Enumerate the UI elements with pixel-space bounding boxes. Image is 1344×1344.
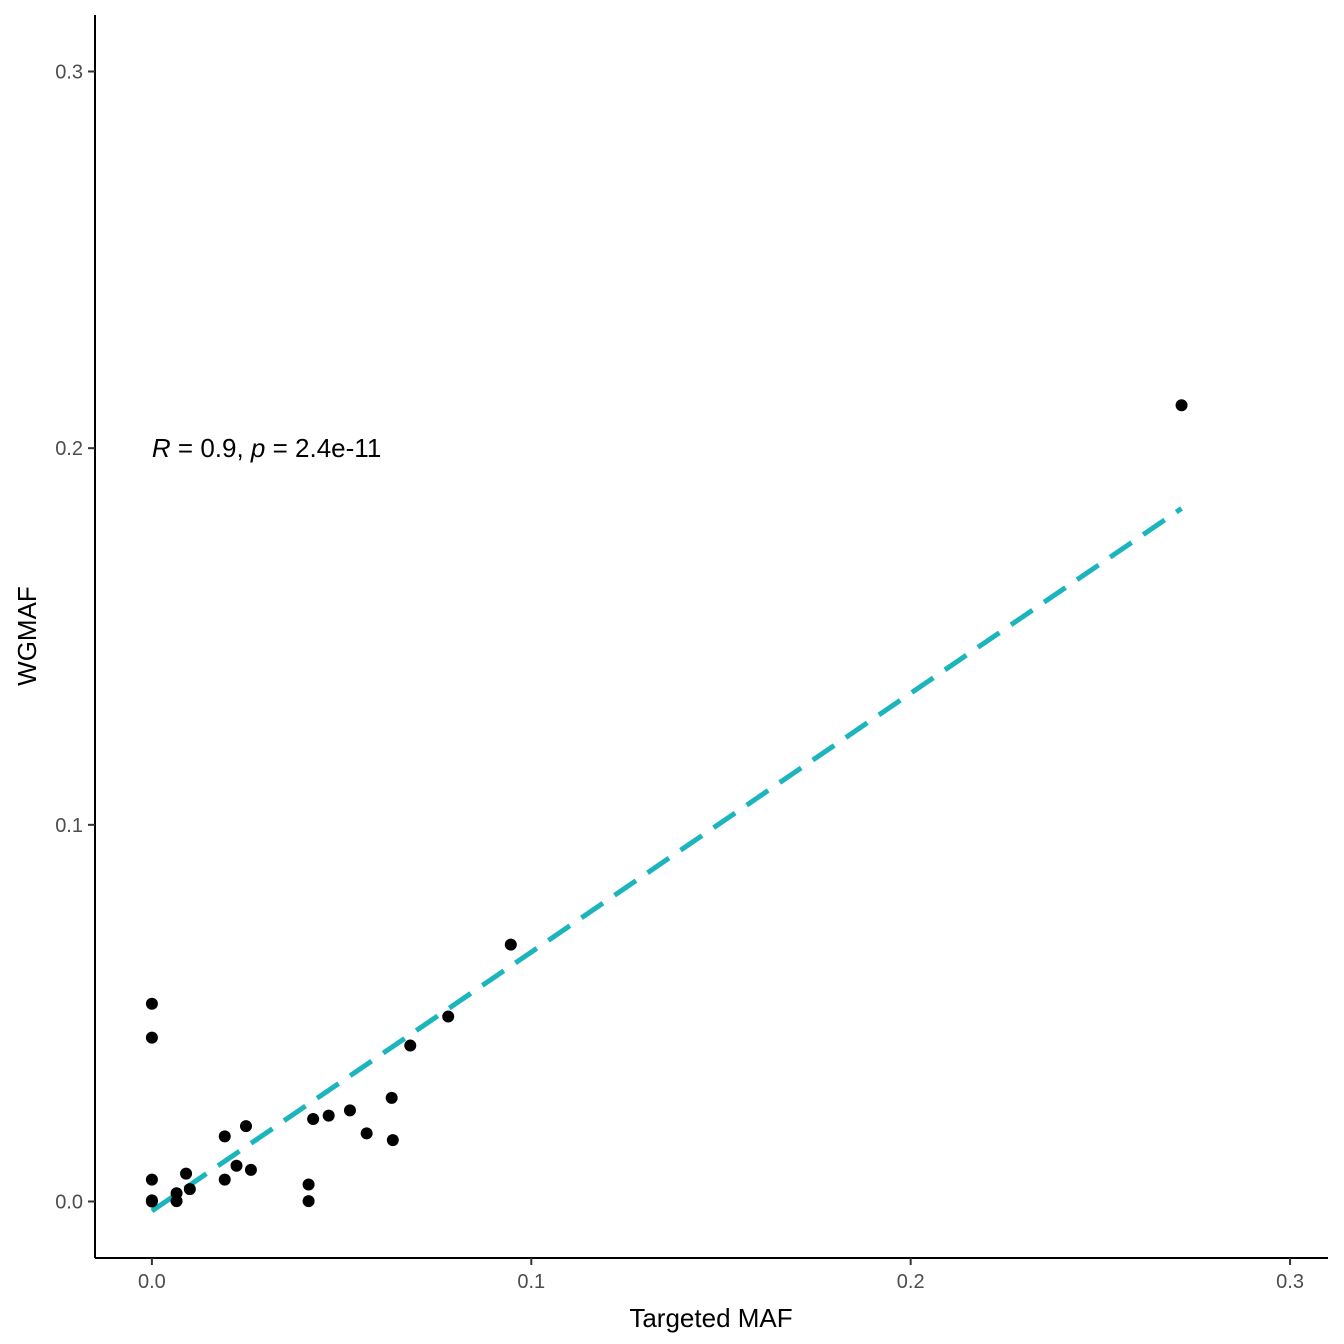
data-point-10 <box>218 1173 231 1186</box>
x-axis-title: Targeted MAF <box>629 1303 792 1333</box>
y-tick-label: 0.0 <box>55 1192 83 1214</box>
y-tick-label: 0.3 <box>55 62 83 84</box>
data-point-15 <box>302 1195 315 1208</box>
y-ticks: 0.0 0.1 0.2 0.3 <box>55 62 95 1214</box>
data-point-7 <box>180 1167 193 1180</box>
data-point-19 <box>360 1127 373 1140</box>
regression-line <box>150 506 1183 1213</box>
correlation-annotation: R = 0.9, p = 2.4e-11 <box>152 433 381 463</box>
y-axis-title: WGMAF <box>12 586 42 686</box>
points-layer <box>145 399 1188 1208</box>
r-symbol: R <box>152 433 171 463</box>
data-point-20 <box>385 1091 398 1104</box>
data-point-23 <box>442 1010 455 1023</box>
data-point-22 <box>404 1039 417 1052</box>
r-value: = 0.9, <box>171 433 251 463</box>
data-point-24 <box>504 938 517 951</box>
data-point-6 <box>170 1195 183 1208</box>
x-tick-label: 0.2 <box>897 1271 925 1293</box>
data-point-16 <box>307 1113 320 1126</box>
data-point-8 <box>183 1183 196 1196</box>
data-point-17 <box>322 1109 335 1122</box>
data-point-12 <box>239 1120 252 1133</box>
y-tick-label: 0.1 <box>55 815 83 837</box>
regression-layer <box>150 506 1183 1213</box>
p-symbol: p <box>250 433 265 463</box>
data-point-4 <box>145 1195 158 1208</box>
data-point-9 <box>218 1130 231 1143</box>
data-point-11 <box>230 1159 243 1172</box>
data-point-13 <box>244 1163 257 1176</box>
data-point-14 <box>302 1178 315 1191</box>
x-ticks: 0.0 0.1 0.2 0.3 <box>138 1258 1304 1293</box>
p-value: = 2.4e-11 <box>265 433 381 463</box>
axes-layer <box>94 15 1328 1259</box>
data-point-18 <box>343 1104 356 1117</box>
data-point-25 <box>1175 399 1188 412</box>
data-point-0 <box>145 997 158 1010</box>
x-tick-label: 0.1 <box>517 1271 545 1293</box>
y-tick-label: 0.2 <box>55 438 83 460</box>
x-tick-label: 0.0 <box>138 1271 166 1293</box>
x-tick-label: 0.3 <box>1276 1271 1304 1293</box>
data-point-1 <box>145 1031 158 1044</box>
data-point-2 <box>145 1173 158 1186</box>
data-point-21 <box>386 1134 399 1147</box>
